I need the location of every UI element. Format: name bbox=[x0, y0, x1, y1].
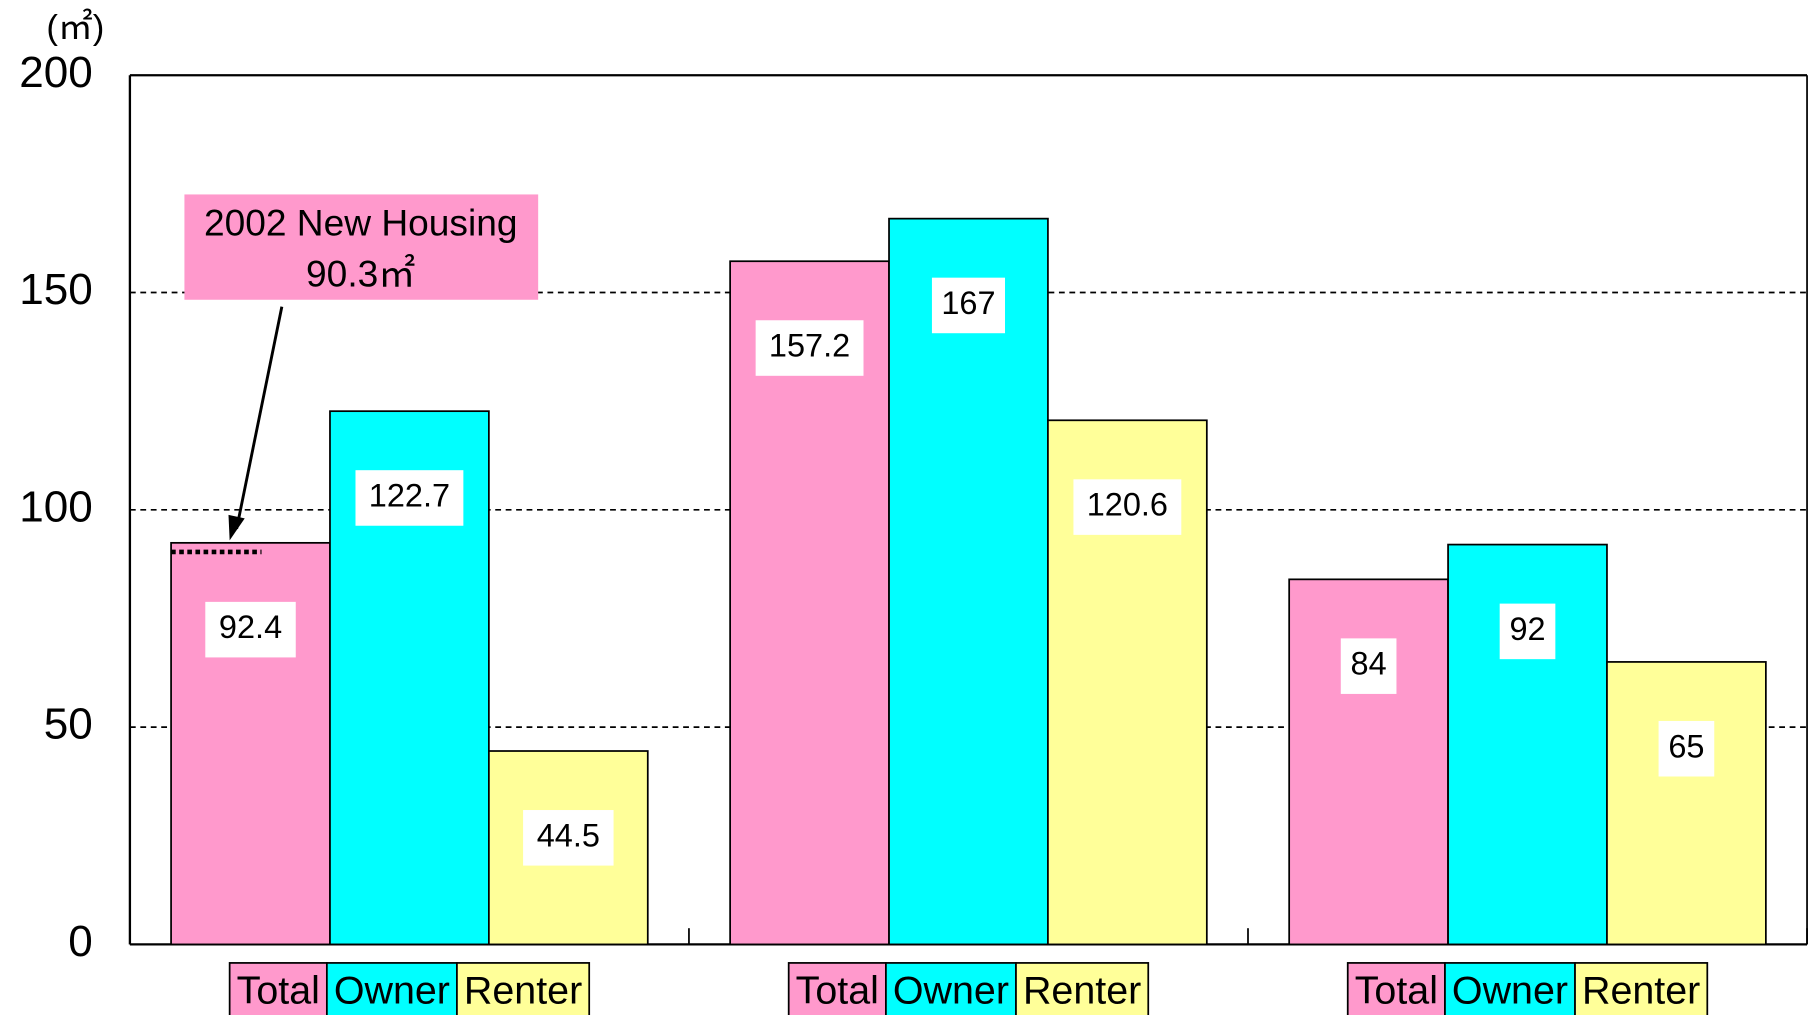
y-unit: (㎡) bbox=[46, 8, 104, 47]
value-label-bg bbox=[1658, 720, 1715, 777]
y-tick-label: 0 bbox=[68, 917, 93, 966]
value-label-bg bbox=[1340, 638, 1397, 694]
bar bbox=[1606, 661, 1767, 946]
value-label-bg bbox=[1073, 479, 1182, 535]
value-label: 44.5 bbox=[537, 817, 600, 853]
legend-box bbox=[325, 962, 458, 1015]
value-label-bg bbox=[355, 470, 464, 526]
value-label-bg bbox=[523, 810, 614, 866]
legend-label: Renter bbox=[464, 968, 582, 1012]
legend-box bbox=[1574, 962, 1709, 1015]
annotation-box bbox=[184, 194, 539, 300]
value-label-bg bbox=[1499, 603, 1556, 660]
legend-label: Owner bbox=[893, 968, 1009, 1012]
legend-label: Renter bbox=[1023, 968, 1141, 1012]
value-label: 84 bbox=[1351, 646, 1387, 682]
value-label-bg bbox=[755, 320, 864, 376]
legend-box bbox=[456, 962, 591, 1015]
value-label: 92.4 bbox=[219, 609, 282, 645]
legend-box bbox=[1444, 962, 1576, 1015]
value-label-bg bbox=[205, 601, 296, 658]
legend-box bbox=[1015, 962, 1150, 1015]
annotation-arrow bbox=[235, 306, 284, 530]
y-tick-label: 200 bbox=[19, 48, 93, 97]
annotation-value: 90.3㎡ bbox=[306, 252, 415, 294]
value-label: 122.7 bbox=[369, 478, 450, 514]
value-label: 167 bbox=[941, 285, 995, 321]
legend-box bbox=[787, 962, 887, 1015]
arrow-head bbox=[228, 514, 245, 541]
legend-label: Owner bbox=[1452, 968, 1568, 1012]
value-label: 120.6 bbox=[1087, 487, 1168, 523]
value-label-bg bbox=[931, 277, 1006, 334]
legend-label: Total bbox=[796, 968, 879, 1012]
legend-label: Total bbox=[237, 968, 320, 1012]
y-tick-label: 100 bbox=[19, 482, 93, 531]
value-label: 92 bbox=[1509, 611, 1545, 647]
annotation-text: 2002 New Housing bbox=[204, 202, 518, 244]
y-tick-label: 150 bbox=[19, 265, 93, 314]
value-label: 65 bbox=[1668, 728, 1704, 764]
legend-box bbox=[1346, 962, 1446, 1015]
legend-label: Owner bbox=[334, 968, 450, 1012]
bar bbox=[1288, 578, 1449, 946]
value-label: 157.2 bbox=[769, 328, 850, 364]
legend-box bbox=[228, 962, 328, 1015]
legend-label: Renter bbox=[1582, 968, 1700, 1012]
legend-label: Total bbox=[1355, 968, 1438, 1012]
bar bbox=[888, 217, 1049, 946]
y-tick-label: 50 bbox=[44, 700, 93, 749]
